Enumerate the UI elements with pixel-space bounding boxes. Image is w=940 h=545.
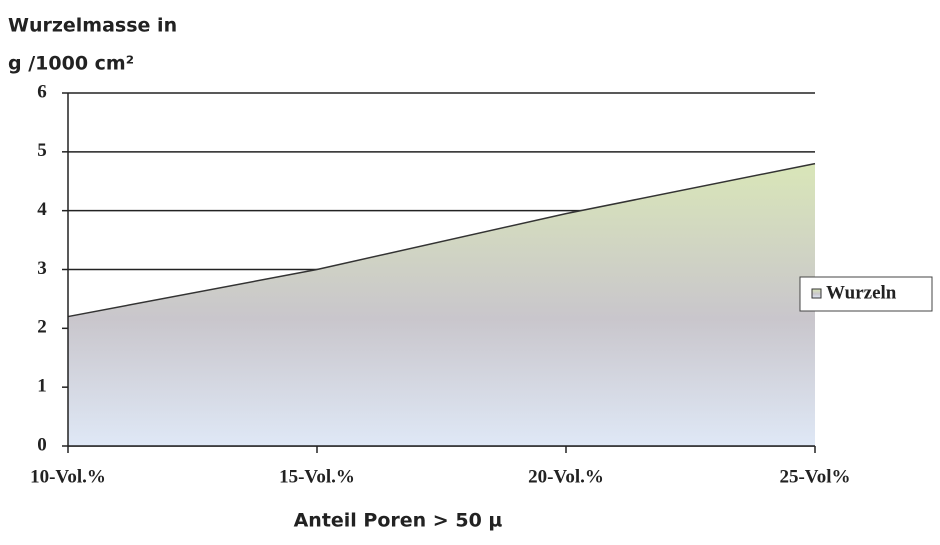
y-tick-label: 4 (37, 199, 47, 220)
y-tick-label: 0 (37, 434, 47, 455)
x-tick-label: 20-Vol.% (528, 466, 604, 487)
y-tick-label: 5 (37, 140, 47, 161)
x-tick-label: 15-Vol.% (279, 466, 355, 487)
y-tick-label: 2 (37, 317, 47, 338)
legend-box (799, 276, 933, 312)
area-line (67, 162, 816, 318)
x-tick-label: 25-Vol% (779, 466, 850, 487)
area (68, 163, 815, 446)
y-tick-label: 1 (37, 376, 47, 397)
y-tick-label: 6 (37, 81, 47, 102)
legend-label: Wurzeln (826, 282, 897, 303)
legend-swatch (811, 288, 822, 299)
chart-title: Wurzelmasse in (8, 15, 177, 37)
chart-title: g /1000 cm² (8, 53, 134, 75)
y-tick-label: 3 (37, 258, 47, 279)
x-axis-label: Anteil Poren > 50 µ (294, 510, 503, 532)
x-tick-label: 10-Vol.% (30, 466, 106, 487)
